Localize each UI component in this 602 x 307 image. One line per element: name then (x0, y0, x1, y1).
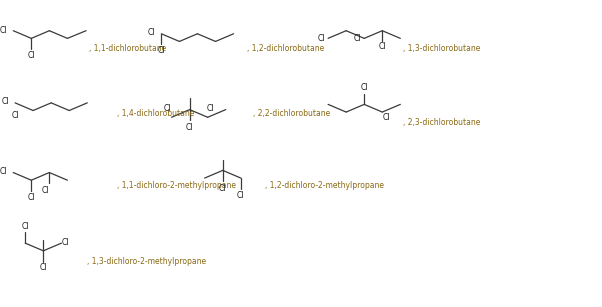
Text: , 2,3-dichlorobutane: , 2,3-dichlorobutane (403, 118, 481, 127)
Text: , 1,3-dichloro-2-methylpropane: , 1,3-dichloro-2-methylpropane (87, 257, 206, 266)
Text: Cl: Cl (354, 34, 361, 43)
Text: Cl: Cl (379, 42, 386, 51)
Text: Cl: Cl (237, 191, 244, 200)
Text: Cl: Cl (0, 26, 7, 35)
Text: Cl: Cl (28, 51, 35, 60)
Text: , 2,2-dichlorobutane: , 2,2-dichlorobutane (253, 109, 330, 118)
Text: Cl: Cl (207, 103, 214, 113)
Text: , 1,3-dichlorobutane: , 1,3-dichlorobutane (403, 44, 481, 53)
Text: Cl: Cl (42, 186, 49, 195)
Text: Cl: Cl (219, 184, 226, 193)
Text: Cl: Cl (22, 222, 29, 231)
Text: Cl: Cl (0, 167, 7, 177)
Text: Cl: Cl (361, 83, 368, 92)
Text: Cl: Cl (28, 193, 35, 202)
Text: Cl: Cl (186, 123, 193, 132)
Text: Cl: Cl (164, 103, 171, 113)
Text: , 1,1-dichloro-2-methylpropane: , 1,1-dichloro-2-methylpropane (117, 181, 237, 190)
Text: Cl: Cl (318, 34, 325, 43)
Text: Cl: Cl (158, 46, 165, 55)
Text: Cl: Cl (11, 111, 19, 119)
Text: Cl: Cl (148, 28, 155, 37)
Text: Cl: Cl (2, 97, 9, 107)
Text: Cl: Cl (61, 238, 69, 247)
Text: , 1,2-dichloro-2-methylpropane: , 1,2-dichloro-2-methylpropane (265, 181, 384, 190)
Text: , 1,2-dichlorobutane: , 1,2-dichlorobutane (247, 44, 324, 53)
Text: , 1,4-dichlorobutane: , 1,4-dichlorobutane (117, 109, 195, 118)
Text: Cl: Cl (40, 263, 47, 272)
Text: , 1,1-dichlorobutane: , 1,1-dichlorobutane (89, 44, 166, 53)
Text: Cl: Cl (382, 113, 389, 122)
